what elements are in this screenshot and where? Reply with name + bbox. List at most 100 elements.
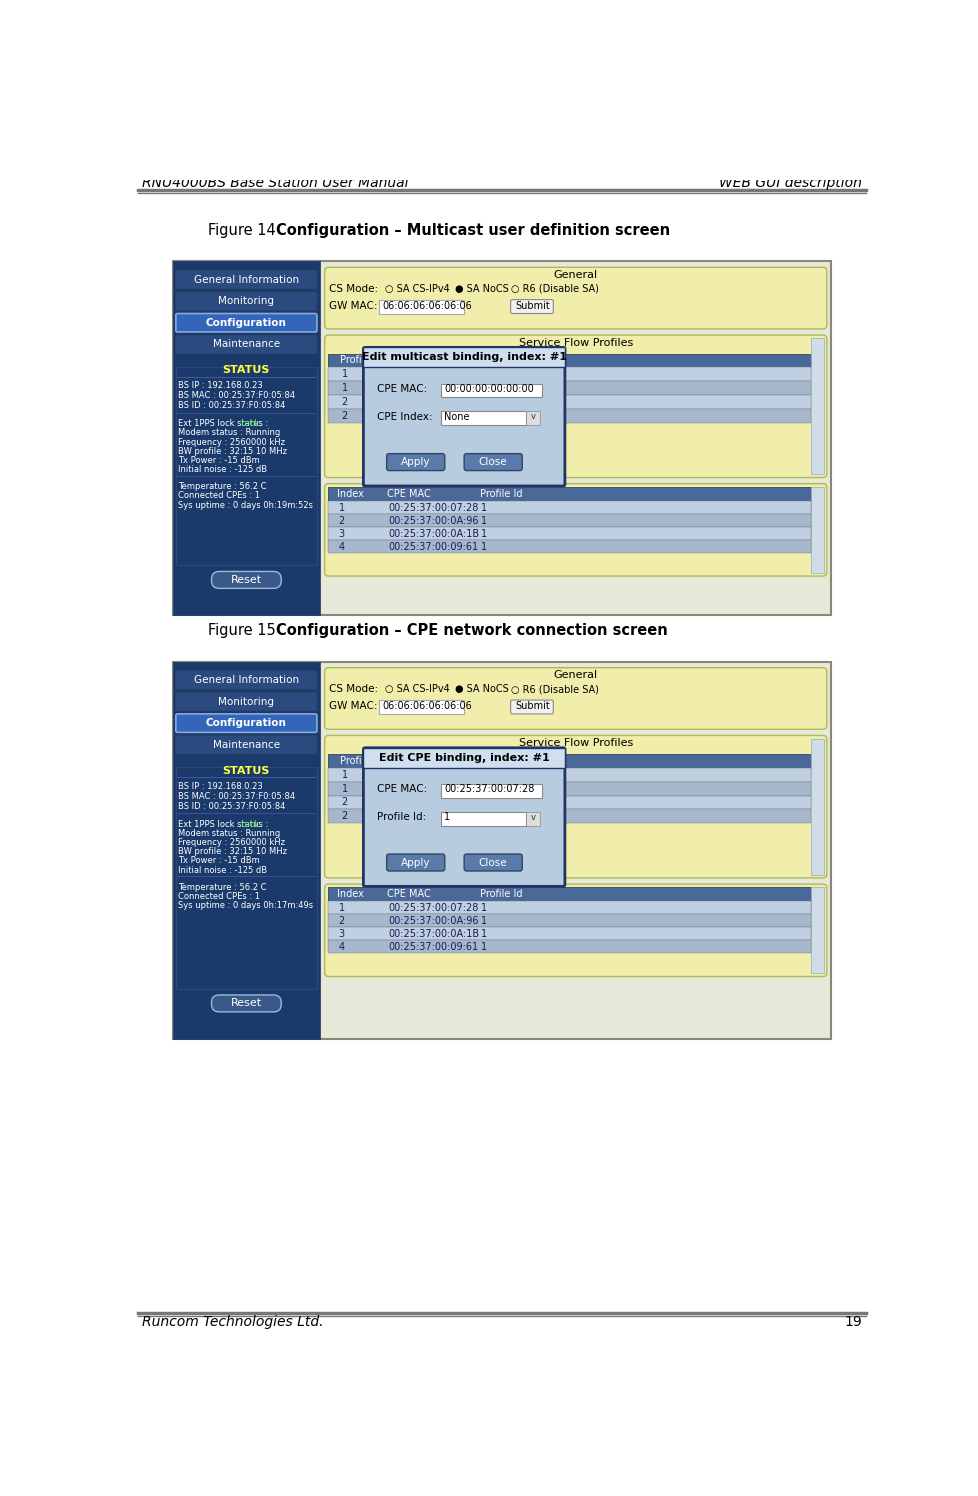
Text: Submit: Submit (514, 301, 550, 311)
Bar (328, 914, 811, 928)
FancyBboxPatch shape (464, 854, 521, 871)
Text: 1: 1 (341, 784, 347, 793)
Text: BS MAC : 00:25:37:F0:05:84: BS MAC : 00:25:37:F0:05:84 (178, 392, 295, 401)
Text: 06:06:06:06:06:06: 06:06:06:06:06:06 (381, 702, 471, 711)
Text: ○ R6 (Disable SA): ○ R6 (Disable SA) (511, 284, 598, 293)
Text: General: General (554, 269, 598, 280)
Text: 1: 1 (481, 503, 487, 513)
Bar (328, 513, 811, 527)
Text: 1: 1 (341, 383, 347, 393)
Text: GW MAC:: GW MAC: (329, 702, 378, 711)
Bar (811, 887, 822, 974)
FancyBboxPatch shape (176, 736, 317, 754)
Bar (172, 262, 830, 615)
Text: 00:00:00:00:00:00: 00:00:00:00:00:00 (444, 384, 533, 393)
Text: 1: 1 (338, 503, 344, 513)
Text: 1: 1 (341, 770, 347, 779)
Bar (811, 486, 822, 573)
Text: RE: RE (403, 797, 417, 808)
Text: Sys uptime : 0 days 0h:19m:52s: Sys uptime : 0 days 0h:19m:52s (178, 501, 313, 510)
Text: Edit multicast binding, index: #1: Edit multicast binding, index: #1 (361, 353, 566, 362)
Text: 4: 4 (338, 942, 344, 953)
Bar (172, 661, 320, 1038)
Text: CPE Index:: CPE Index: (377, 411, 432, 422)
Text: Sys uptime : 0 days 0h:17m:49s: Sys uptime : 0 days 0h:17m:49s (178, 901, 313, 910)
Bar (328, 796, 811, 809)
Text: Temperature : 56.2 C: Temperature : 56.2 C (178, 883, 266, 892)
Bar (176, 767, 317, 989)
Text: 00:25:37:00:0A:96: 00:25:37:00:0A:96 (388, 516, 478, 525)
Text: CPE MAC:: CPE MAC: (377, 784, 427, 794)
Text: General Information: General Information (194, 275, 298, 284)
FancyBboxPatch shape (176, 314, 317, 332)
Bar (328, 540, 811, 554)
Text: Modem status : Running: Modem status : Running (178, 829, 280, 838)
Text: v: v (530, 812, 535, 821)
Bar (328, 501, 811, 513)
FancyBboxPatch shape (325, 736, 826, 878)
Bar (378, 299, 464, 314)
Text: 19: 19 (843, 1315, 861, 1330)
FancyBboxPatch shape (176, 271, 317, 289)
Text: Submit: Submit (514, 702, 550, 711)
Text: 2: 2 (341, 797, 347, 808)
FancyBboxPatch shape (211, 571, 281, 588)
Bar (328, 928, 811, 941)
Bar (328, 368, 811, 381)
Text: ○ SA CS-IPv4: ○ SA CS-IPv4 (384, 684, 449, 694)
Text: Frequency : 2560000 kHz: Frequency : 2560000 kHz (178, 838, 285, 847)
Bar (172, 262, 320, 615)
Text: Figure 14: Figure 14 (207, 223, 285, 238)
Text: Lock: Lock (241, 419, 259, 428)
Text: GW MAC:: GW MAC: (329, 301, 378, 311)
Text: Monitoring: Monitoring (218, 296, 274, 307)
Text: RE: RE (403, 396, 417, 407)
Text: Profile Id: Profile Id (479, 489, 521, 498)
Text: Lock: Lock (241, 820, 259, 829)
Text: STATUS: STATUS (222, 365, 270, 375)
FancyBboxPatch shape (325, 335, 826, 477)
Text: Ty: Ty (402, 755, 412, 766)
Text: Edit CPE binding, index: #1: Edit CPE binding, index: #1 (378, 752, 549, 763)
Text: 06:06:06:06:06:06: 06:06:06:06:06:06 (381, 301, 471, 311)
Text: BE: BE (403, 770, 417, 779)
Bar (328, 486, 811, 501)
Text: 00:25:37:00:0A:96: 00:25:37:00:0A:96 (388, 916, 478, 926)
Text: Maintenance: Maintenance (212, 739, 280, 749)
Text: 2: 2 (338, 916, 344, 926)
Bar (363, 347, 564, 368)
Text: CPE MAC: CPE MAC (386, 889, 430, 899)
Text: BE: BE (403, 411, 417, 420)
Text: BS IP : 192.168.0.23: BS IP : 192.168.0.23 (178, 782, 263, 791)
Bar (811, 338, 822, 474)
Text: 2: 2 (338, 516, 344, 525)
Text: BS MAC : 00:25:37:F0:05:84: BS MAC : 00:25:37:F0:05:84 (178, 791, 295, 800)
Text: Close: Close (478, 857, 507, 868)
Text: BE: BE (403, 784, 417, 793)
Text: CPE MAC: CPE MAC (386, 489, 430, 498)
Text: Runcom Technologies Ltd.: Runcom Technologies Ltd. (142, 1315, 323, 1330)
FancyBboxPatch shape (511, 299, 553, 314)
Text: 00:25:37:00:09:61: 00:25:37:00:09:61 (388, 942, 478, 953)
Text: Maintenance: Maintenance (212, 340, 280, 349)
Text: Close: Close (478, 458, 507, 467)
Text: BS ID : 00:25:37:F0:05:84: BS ID : 00:25:37:F0:05:84 (178, 401, 286, 410)
Text: None: None (444, 411, 469, 422)
Bar (525, 411, 540, 425)
Text: Temperature : 56.2 C: Temperature : 56.2 C (178, 482, 266, 491)
Text: Apply: Apply (400, 857, 429, 868)
Text: 1: 1 (481, 929, 487, 939)
Text: ○ SA CS-IPv4: ○ SA CS-IPv4 (384, 284, 449, 293)
Text: Initial noise : -125 dB: Initial noise : -125 dB (178, 465, 267, 474)
FancyBboxPatch shape (176, 714, 317, 733)
Text: Connected CPEs : 1: Connected CPEs : 1 (178, 892, 260, 901)
Text: Ext 1PPS lock status :: Ext 1PPS lock status : (178, 820, 271, 829)
FancyBboxPatch shape (176, 693, 317, 711)
Text: CS Mode:: CS Mode: (329, 284, 378, 293)
Bar (328, 754, 811, 767)
Text: Profile-Id: Profile-Id (339, 755, 382, 766)
FancyBboxPatch shape (325, 667, 826, 730)
Text: 00:25:37:00:07:28: 00:25:37:00:07:28 (388, 503, 478, 513)
FancyBboxPatch shape (363, 748, 564, 886)
Text: WEB GUI description: WEB GUI description (718, 175, 861, 190)
